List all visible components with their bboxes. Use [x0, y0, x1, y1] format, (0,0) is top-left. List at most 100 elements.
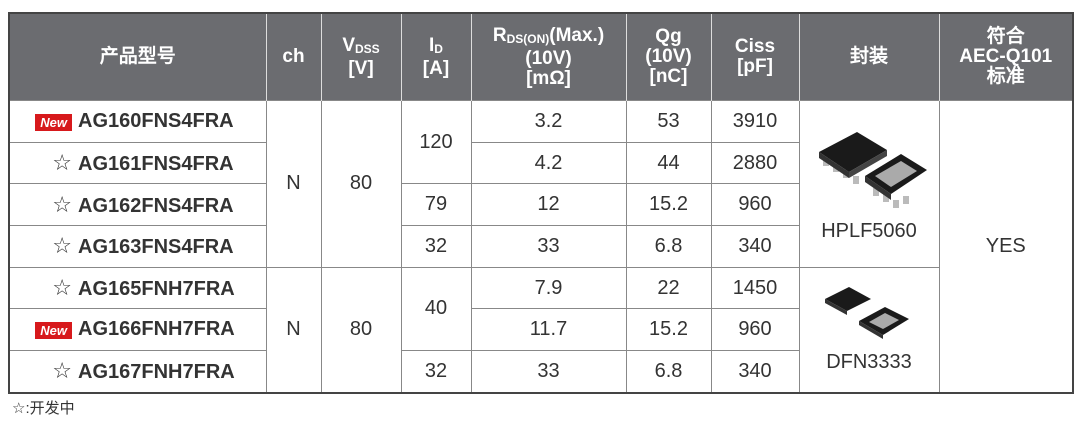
id: 120: [400, 99, 472, 185]
package-name: DFN3333: [826, 351, 912, 374]
id: 32: [400, 350, 472, 394]
part-cell: ☆ AG167FNH7FRA: [8, 350, 267, 394]
symbol: R: [492, 24, 507, 46]
aec: YES: [938, 99, 1074, 394]
star: ☆: [52, 275, 72, 301]
mark-box: New: [10, 110, 72, 133]
row: New AG160FNS4FRA N 80 120 3.2 53 3910 HPLF5060 Y…: [8, 99, 1074, 394]
mark-box: ☆: [10, 358, 72, 384]
package: HPLF5060: [798, 100, 940, 268]
subscript: DS(ON): [506, 31, 550, 46]
package-image: [819, 132, 927, 209]
header-cell: Qg (10V) [nC]: [625, 13, 711, 101]
mark-box: ☆: [10, 233, 72, 259]
part-number: AG161FNS4FRA: [78, 153, 234, 176]
qg: 22: [625, 266, 712, 310]
qg: 15.2: [625, 308, 712, 352]
star: ☆: [52, 150, 72, 176]
line: 标准: [986, 66, 1025, 87]
row: New AG166FNH7FRA 11.7 15.2 960: [8, 308, 1073, 352]
header-cell: 封装: [798, 13, 939, 101]
ch: N: [265, 100, 322, 268]
new-badge: New: [35, 113, 72, 131]
qg: 6.8: [625, 350, 712, 394]
row: ☆ AG161FNS4FRA 4.2 44 2880: [8, 141, 1073, 185]
footnote: ☆:开发中: [12, 400, 75, 417]
part-number: AG162FNS4FRA: [78, 194, 234, 217]
subscript: D: [434, 41, 443, 56]
ciss: 960: [710, 183, 800, 227]
qg: 44: [625, 141, 712, 185]
rds: 11.7: [470, 308, 627, 352]
line: 符合: [986, 26, 1025, 47]
part-cell: ☆ AG162FNS4FRA: [8, 183, 267, 227]
qg: 6.8: [625, 225, 712, 268]
part-number: AG167FNH7FRA: [78, 361, 235, 384]
part-number: AG165FNH7FRA: [78, 278, 235, 301]
star: ☆: [52, 233, 72, 259]
header-cell: VDSS [V]: [320, 13, 401, 101]
part-cell: New AG166FNH7FRA: [8, 308, 267, 352]
ciss: 960: [710, 308, 800, 352]
header-cell: ch: [265, 13, 321, 101]
body: New AG160FNS4FRA N 80 120 3.2 53 3910 HPLF5060 Y…: [8, 99, 1074, 394]
symbol: I: [429, 34, 435, 56]
row: ☆ AG163FNS4FRA 32 33 6.8 340: [8, 225, 1073, 268]
ciss: 1450: [710, 266, 800, 310]
part-number: AG163FNS4FRA: [78, 236, 234, 259]
id: 79: [400, 183, 472, 227]
part-cell: New AG160FNS4FRA: [8, 100, 267, 143]
rds: 12: [470, 183, 627, 227]
star: ☆: [52, 358, 72, 384]
rds: 7.9: [470, 266, 627, 310]
ciss: 2880: [710, 141, 800, 185]
header-cell: Ciss [pF]: [710, 13, 799, 101]
mark-box: ☆: [10, 150, 72, 176]
id: 32: [400, 225, 472, 268]
line: AEC-Q101: [959, 46, 1053, 67]
unit: [pF]: [737, 56, 773, 77]
unit: [V]: [348, 57, 374, 79]
rds: 33: [470, 225, 627, 268]
mark-box: ☆: [10, 192, 72, 218]
mark-box: New: [10, 318, 72, 341]
voltage: (10V): [645, 46, 692, 67]
symbol: Qg: [655, 26, 682, 47]
rds: 4.2: [470, 141, 627, 185]
vdss: 80: [320, 266, 402, 394]
ciss: 340: [710, 350, 800, 394]
header-cell: 符合 AEC-Q101 标准: [938, 13, 1073, 101]
package: DFN3333: [798, 266, 940, 394]
spec-table: 产品型号 ch VDSS [V] ID [A] RDS(ON)(Max.) (10V)…: [8, 12, 1074, 394]
part-number: AG166FNH7FRA: [78, 318, 235, 341]
star: ☆: [52, 191, 72, 217]
unit: [nC]: [649, 66, 688, 87]
header-cell: ID [A]: [400, 13, 471, 101]
mark-box: ☆: [10, 275, 72, 301]
unit: [mΩ]: [526, 67, 571, 89]
package-name: HPLF5060: [821, 220, 917, 243]
row: ☆ AG167FNH7FRA 32 33 6.8 340: [8, 350, 1073, 394]
table-wrap: 产品型号 ch VDSS [V] ID [A] RDS(ON)(Max.) (10V)…: [8, 12, 1074, 394]
package-image: [825, 287, 909, 340]
ciss: 3910: [710, 100, 800, 143]
row: ☆ AG162FNS4FRA 79 12 15.2 960: [8, 183, 1073, 227]
qg: 53: [625, 100, 712, 143]
part-cell: ☆ AG165FNH7FRA: [8, 266, 267, 310]
subscript: DSS: [355, 41, 380, 56]
row: ☆ AG165FNH7FRA N 80 40 7.9 22 1450 DFN3333: [8, 266, 1073, 394]
condition: (Max.): [549, 24, 605, 46]
rds: 33: [470, 350, 627, 394]
symbol: Ciss: [734, 36, 776, 57]
new-badge: New: [35, 322, 72, 340]
symbol: V: [342, 34, 355, 56]
vdss: 80: [320, 100, 402, 268]
rds: 3.2: [470, 100, 627, 143]
id: 40: [400, 266, 472, 352]
unit: [A]: [422, 57, 450, 79]
ch: N: [265, 266, 322, 394]
header-cell: RDS(ON)(Max.) (10V) [mΩ]: [470, 13, 626, 101]
part-cell: ☆ AG161FNS4FRA: [8, 141, 267, 185]
header-cell: 产品型号: [9, 13, 266, 101]
